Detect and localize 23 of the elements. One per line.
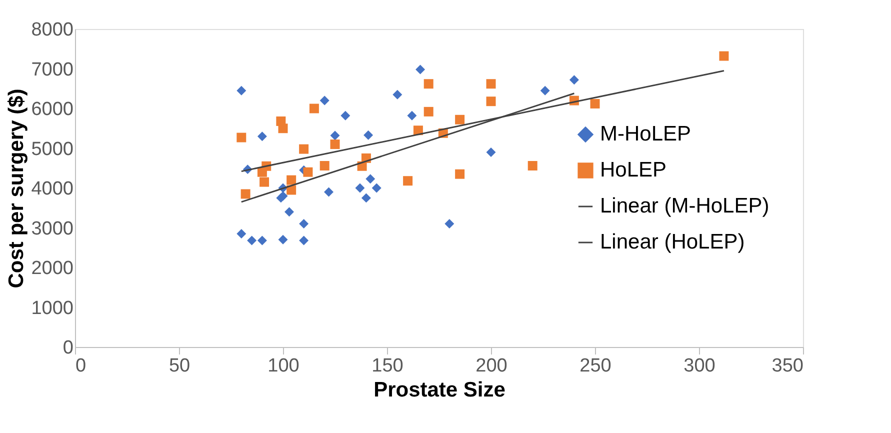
y-axis-title: Cost per surgery ($): [5, 88, 28, 288]
legend-label: Linear (HoLEP): [600, 230, 745, 254]
x-tick-label: 300: [684, 356, 716, 376]
x-tick-label: 350: [772, 356, 804, 376]
x-tick-label: 250: [580, 356, 612, 376]
y-tick-label: 2000: [31, 258, 74, 279]
x-tick-label: 0: [76, 356, 86, 376]
x-axis-title: Prostate Size: [374, 378, 506, 402]
legend-label: M-HoLEP: [600, 122, 692, 146]
y-tick-label: 7000: [31, 59, 74, 80]
y-tick-label: 1000: [31, 298, 74, 319]
y-tick-label: 6000: [31, 99, 74, 120]
legend-label: Linear (M-HoLEP): [600, 194, 770, 218]
y-tick-label: 0: [62, 338, 74, 358]
y-tick-label: 8000: [31, 20, 74, 40]
y-tick-label: 5000: [31, 138, 74, 160]
legend-label: HoLEP: [600, 158, 667, 182]
x-tick-label: 100: [268, 356, 300, 376]
x-tick-label: 150: [372, 356, 404, 376]
y-tick-label: 4000: [31, 178, 74, 200]
y-tick-label: 3000: [31, 218, 74, 240]
x-tick-label: 200: [476, 356, 508, 376]
x-tick-label: 50: [168, 356, 190, 376]
